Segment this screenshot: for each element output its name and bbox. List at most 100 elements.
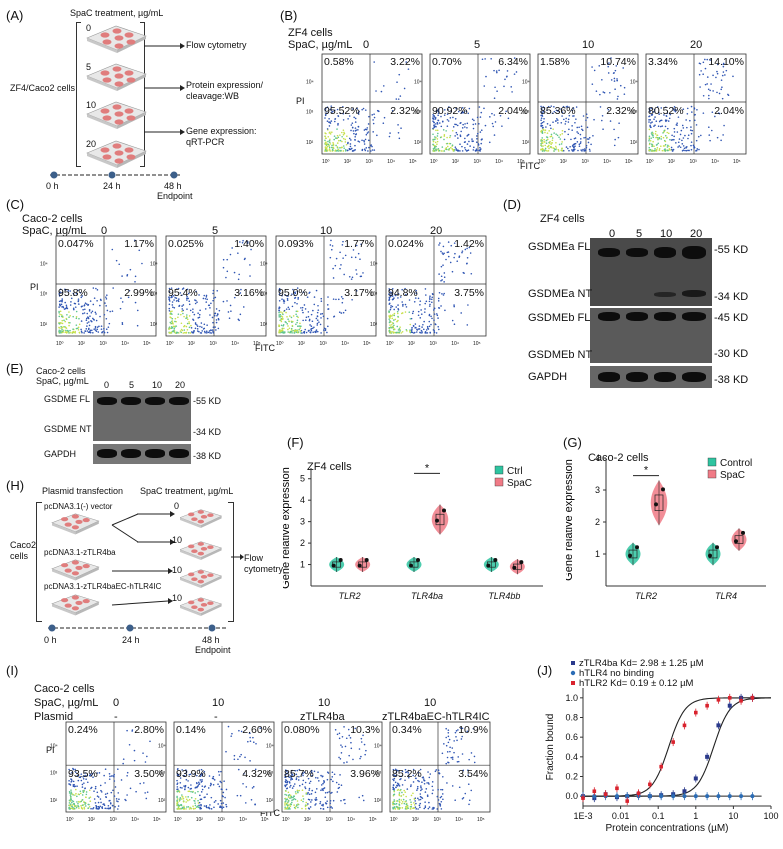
event-dot (373, 149, 376, 151)
quadrant-ul: 0.047% (58, 238, 94, 250)
event-dot (401, 288, 403, 291)
event-dot (666, 136, 668, 139)
event-dot (693, 108, 696, 110)
event-dot (327, 135, 330, 138)
quadrant-ll: 95.52% (324, 105, 360, 117)
event-dot (121, 321, 124, 324)
event-dot (190, 327, 193, 329)
event-dot (305, 316, 308, 319)
event-dot (93, 790, 95, 792)
data-point (708, 553, 712, 558)
event-dot (579, 133, 582, 136)
event-dot (617, 136, 620, 139)
event-dot (616, 78, 618, 80)
event-dot (547, 145, 550, 148)
event-dot (511, 91, 513, 93)
x-tick: 10⁴ (603, 159, 611, 165)
event-dot (318, 780, 320, 782)
event-dot (100, 325, 103, 327)
event-dot (302, 319, 304, 322)
event-dot (182, 309, 184, 312)
event-dot (221, 805, 223, 808)
y-tick: 10⁴ (630, 79, 638, 85)
event-dot (671, 150, 674, 152)
event-dot (714, 115, 716, 118)
event-dot (169, 310, 172, 313)
event-dot (66, 329, 69, 332)
event-dot (326, 128, 329, 130)
event-dot (249, 264, 251, 266)
blot-gapdh (590, 366, 712, 388)
event-dot (656, 136, 659, 139)
event-dot (397, 98, 400, 100)
event-dot (473, 761, 476, 764)
event-dot (311, 799, 313, 801)
event-dot (168, 303, 171, 306)
event-dot (613, 144, 616, 147)
event-dot (77, 793, 80, 796)
event-dot (284, 797, 287, 800)
event-dot (195, 290, 197, 293)
event-dot (394, 318, 397, 321)
event-dot (342, 137, 345, 140)
event-dot (447, 108, 449, 111)
event-dot (168, 291, 171, 293)
event-dot (473, 119, 475, 122)
event-dot (657, 142, 660, 145)
quadrant-ll: 90.92% (432, 105, 468, 117)
event-dot (438, 772, 441, 775)
event-dot (81, 305, 83, 308)
event-dot (173, 325, 175, 328)
event-dot (453, 751, 455, 754)
event-dot (491, 112, 493, 115)
event-dot (60, 325, 62, 328)
event-dot (392, 808, 395, 810)
event-dot (327, 308, 329, 310)
x-tick: 10² (408, 341, 416, 347)
event-dot (286, 770, 288, 773)
dose: 5 (474, 39, 481, 51)
event-dot (343, 131, 345, 134)
event-dot (81, 295, 84, 297)
event-dot (664, 143, 667, 146)
event-dot (61, 291, 63, 294)
event-dot (461, 735, 463, 738)
event-dot (466, 247, 468, 250)
event-dot (423, 782, 426, 785)
x-tick: 10² (304, 817, 312, 823)
event-dot (454, 117, 457, 120)
event-dot (117, 768, 119, 770)
event-dot (85, 317, 88, 320)
x-tick: 10² (188, 341, 196, 347)
event-dot (467, 769, 469, 772)
event-dot (89, 800, 92, 803)
event-dot (648, 135, 651, 138)
quadrant-ul: 0.14% (176, 724, 206, 736)
quadrant-ll: 94.8% (388, 287, 418, 299)
event-dot (278, 324, 280, 326)
event-dot (691, 129, 694, 132)
event-dot (363, 140, 366, 143)
event-dot (376, 134, 378, 137)
event-dot (432, 789, 434, 791)
event-dot (210, 808, 213, 810)
event-dot (364, 128, 367, 131)
event-dot (144, 761, 147, 763)
dose: 10 (152, 380, 163, 390)
event-dot (220, 770, 222, 773)
x-tick: 10⁴ (239, 817, 247, 823)
event-dot (345, 143, 348, 146)
event-dot (193, 773, 196, 775)
event-dot (190, 807, 192, 810)
event-dot (96, 328, 99, 331)
event-dot (199, 775, 202, 778)
event-dot (83, 807, 86, 810)
event-dot (395, 98, 398, 100)
event-dot (176, 799, 178, 802)
event-dot (673, 138, 675, 141)
data-point (338, 558, 343, 563)
event-dot (254, 803, 256, 806)
event-dot (324, 135, 326, 138)
event-dot (362, 799, 365, 802)
